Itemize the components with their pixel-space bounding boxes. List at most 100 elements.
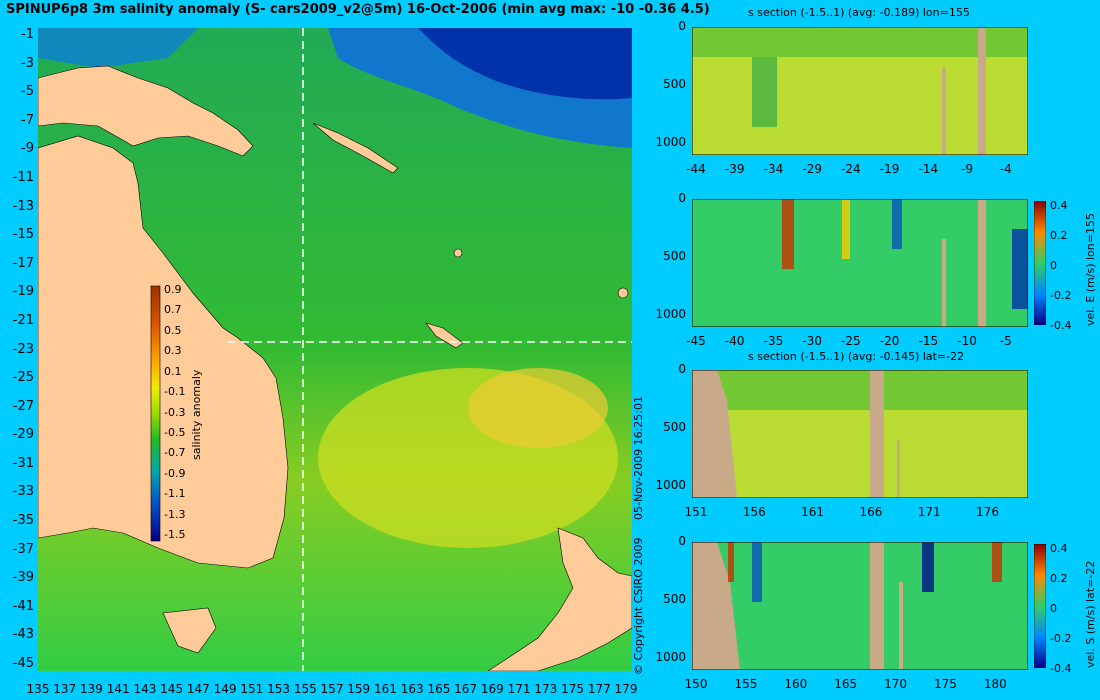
- p2-xtick: -10: [957, 334, 977, 348]
- panel1-surface-band: [692, 27, 1028, 57]
- p4-xtick: 180: [983, 677, 1007, 691]
- map-lat-tick: -29: [12, 427, 34, 443]
- p1-xtick: -14: [918, 162, 939, 176]
- main-title: SPINUP6p8 3m salinity anomaly (S- cars20…: [6, 2, 710, 17]
- map-lat-tick: -39: [12, 570, 34, 586]
- p2-xtick: -30: [802, 334, 822, 348]
- map-lat-tick: -21: [12, 312, 34, 328]
- map-lon-tick: 159: [347, 682, 371, 696]
- map-lon-tick: 171: [507, 682, 531, 696]
- new-guinea-land: [38, 65, 254, 157]
- panel4-colorbar-label: vel. S (m/s) lat=-22: [1084, 560, 1097, 668]
- panel1-section[interactable]: [692, 27, 1028, 155]
- p4-xtick: 165: [834, 677, 858, 691]
- p4-xtick: 155: [734, 677, 758, 691]
- panel2-ridge: [942, 239, 946, 327]
- panel2-east-jet-1: [782, 199, 794, 269]
- p1-xtick: -9: [961, 162, 974, 176]
- map-colorbar-tick: 0.5: [164, 323, 182, 337]
- map-lon-tick: 143: [133, 682, 157, 696]
- p1-xtick: -19: [879, 162, 900, 176]
- panel4-jet-1: [728, 542, 734, 582]
- map-lat-tick: -43: [12, 627, 34, 643]
- map-lon-tick: 179: [614, 682, 638, 696]
- p2-xtick: -35: [763, 334, 784, 348]
- p2-ytick: 500: [663, 249, 686, 263]
- map-lat-tick: -9: [21, 141, 34, 157]
- p2-xtick: -45: [686, 334, 706, 348]
- p3-xtick: 176: [976, 505, 999, 519]
- map-lat-tick: -45: [12, 656, 34, 671]
- map-lon-tick: 175: [561, 682, 584, 696]
- map-lon-tick: 135: [26, 682, 50, 696]
- p1-ytick: 500: [663, 77, 686, 91]
- map-lon-tick: 165: [427, 682, 451, 696]
- p4-ytick: 500: [663, 592, 686, 606]
- p3-ytick: 0: [678, 362, 686, 376]
- map-lon-tick: 155: [293, 682, 317, 696]
- p2-cb-tick: 0.2: [1050, 229, 1068, 242]
- solomon-islands-land: [312, 122, 399, 174]
- map-lon-tick: 167: [454, 682, 478, 696]
- p4-xtick: 170: [884, 677, 908, 691]
- panel1-title: s section (-1.5..1) (avg: -0.189) lon=15…: [748, 6, 970, 19]
- panel2-west-jet-2: [1012, 229, 1028, 309]
- map-colorbar-tick: -1.1: [164, 487, 186, 501]
- p3-ytick: 500: [663, 420, 686, 434]
- map-colorbar-tick: 0.7: [164, 303, 182, 317]
- map-lat-tick: -7: [21, 112, 34, 128]
- map-colorbar: [150, 285, 161, 542]
- p2-cb-tick: 0.4: [1050, 199, 1068, 212]
- map-lat-tick: -11: [12, 169, 34, 185]
- panel3-section[interactable]: [692, 370, 1028, 498]
- p4-ytick: 1000: [655, 650, 686, 664]
- panel4-jet-2: [752, 542, 762, 602]
- panel2-west-jet: [892, 199, 902, 249]
- map-colorbar-tick: -0.7: [164, 446, 186, 460]
- p3-ytick: 1000: [655, 478, 686, 492]
- map-lat-tick: -13: [12, 198, 34, 214]
- panel4-colorbar: [1034, 544, 1046, 668]
- map-colorbar-tick: 0.3: [164, 344, 182, 358]
- panel3-title: s section (-1.5..1) (avg: -0.145) lat=-2…: [748, 350, 965, 363]
- map-lat-tick: -3: [21, 55, 34, 71]
- map-lon-tick: 161: [374, 682, 397, 696]
- panel4-velocity-south[interactable]: [692, 542, 1028, 670]
- map-lon-tick: 137: [53, 682, 77, 696]
- panel4-ridge: [870, 542, 884, 670]
- map-colorbar-tick: -0.9: [164, 466, 186, 480]
- map-colorbar-tick: 0.1: [164, 364, 182, 378]
- p4-cb-tick: -0.4: [1050, 662, 1072, 675]
- panel3-ridge: [870, 370, 884, 498]
- panel1-land: [978, 27, 986, 155]
- map-lon-tick: 169: [480, 682, 504, 696]
- salinity-map[interactable]: [38, 28, 632, 671]
- p1-ytick: 1000: [655, 135, 686, 149]
- p4-cb-tick: -0.2: [1050, 632, 1072, 645]
- map-lon-tick: 139: [80, 682, 103, 696]
- panel4-jet-3: [922, 542, 934, 592]
- map-lon-tick: 153: [267, 682, 290, 696]
- map-lon-tick: 173: [534, 682, 558, 696]
- blue-patch: [38, 28, 198, 68]
- map-lat-tick: -37: [12, 541, 34, 557]
- map-lat-tick: -33: [12, 484, 34, 500]
- map-colorbar-tick: -0.3: [164, 405, 186, 419]
- p1-xtick: -24: [841, 162, 861, 176]
- p4-xtick: 160: [784, 677, 808, 691]
- p1-xtick: -34: [763, 162, 784, 176]
- map-colorbar-label: salinity anomaly: [190, 369, 203, 460]
- panel1-ridge: [942, 67, 946, 155]
- map-lat-tick: -27: [12, 398, 34, 414]
- p2-ytick: 0: [678, 191, 686, 205]
- map-lon-tick: 147: [186, 682, 210, 696]
- tasmania-land: [162, 607, 217, 654]
- panel2-velocity-east[interactable]: [692, 199, 1028, 327]
- panel2-field: [692, 199, 1028, 327]
- map-lon-tick: 151: [240, 682, 264, 696]
- panel4-field: [692, 542, 1028, 670]
- map-lat-tick: -35: [12, 513, 34, 529]
- p2-xtick: -40: [724, 334, 745, 348]
- p2-xtick: -25: [841, 334, 861, 348]
- new-zealand-land: [487, 527, 632, 671]
